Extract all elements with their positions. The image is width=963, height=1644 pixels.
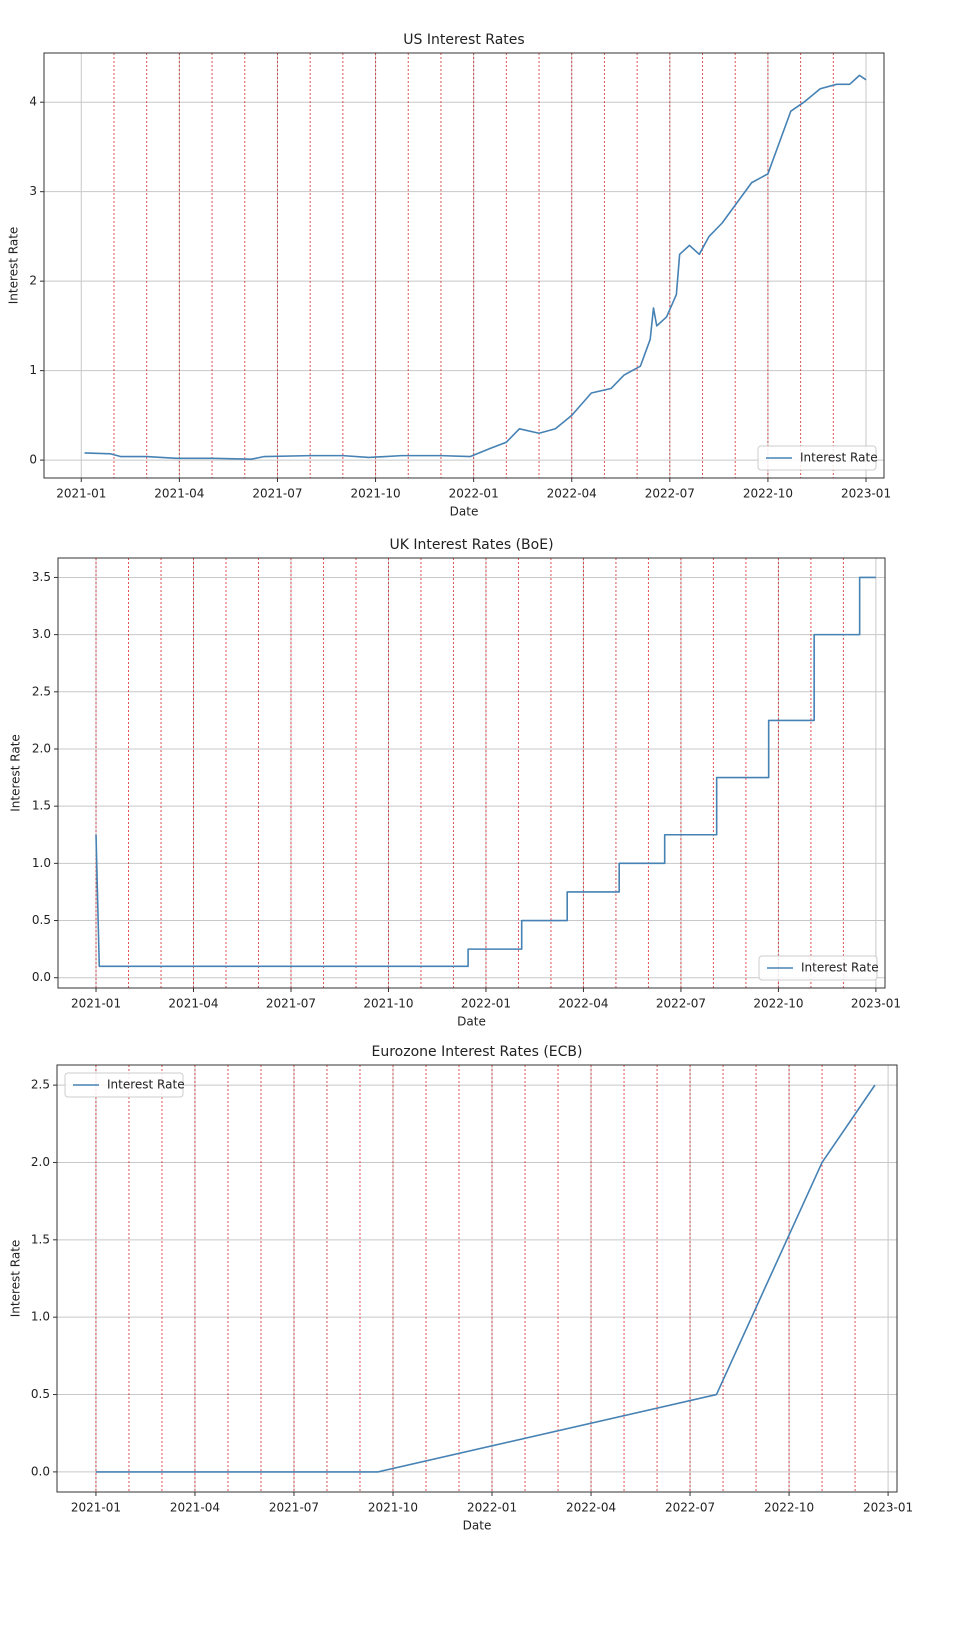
x-tick-label: 2022-01 [467,1501,517,1515]
legend-label: Interest Rate [801,961,879,975]
x-tick-label: 2021-10 [368,1501,418,1515]
legend-box [758,955,878,981]
x-tick-label: 2022-01 [461,997,511,1011]
x-tick-label: 2021-04 [170,1501,220,1515]
y-axis-label: Interest Rate [7,227,21,305]
plot-frame [56,1064,898,1493]
y-tick-label: 3 [29,184,37,198]
x-tick-label: 2021-07 [266,997,316,1011]
y-tick-label: 1.0 [31,1310,50,1324]
y-tick-label: 2.5 [31,1078,50,1092]
x-tick-label: 2023-01 [841,487,891,501]
series-line [95,576,876,968]
x-tick-label: 2023-01 [863,1501,913,1515]
x-tick-label: 2021-04 [168,997,218,1011]
x-axis-label: Date [463,1519,492,1533]
y-tick-label: 0.0 [32,970,51,984]
subplot: 0 1 2 3 4 2021-01 2021-04 2021-07 2021-10 2022-01… [7,32,892,519]
x-tick-label: 2021-01 [56,487,106,501]
legend-box [757,445,877,471]
x-tick-label: 2021-01 [71,1501,121,1515]
x-tick-label: 2022-10 [764,1501,814,1515]
x-tick-label: 2021-04 [154,487,204,501]
y-tick-label: 4 [29,95,37,109]
legend-label: Interest Rate [800,451,878,465]
x-axis-label: Date [457,1015,486,1029]
subplot: 0.0 0.5 1.0 1.5 2.0 2.5 2021-01 2021-04 2021-07 2… [9,1044,914,1533]
y-axis-label: Interest Rate [9,1240,23,1318]
x-tick-label: 2021-10 [363,997,413,1011]
x-tick-label: 2021-01 [71,997,121,1011]
y-tick-label: 0 [29,453,37,467]
legend: Interest Rate [758,955,879,981]
y-tick-label: 3.0 [32,627,51,641]
y-tick-label: 3.5 [32,570,51,584]
x-tick-label: 2022-04 [558,997,608,1011]
y-tick-label: 2.0 [31,1155,50,1169]
chart-title: UK Interest Rates (BoE) [389,537,553,553]
x-tick-label: 2022-10 [743,487,793,501]
y-tick-label: 1 [29,363,37,377]
y-tick-label: 0.5 [32,913,51,927]
legend-label: Interest Rate [107,1078,185,1092]
y-tick-label: 2 [29,274,37,288]
y-tick-label: 1.5 [32,799,51,813]
x-tick-label: 2022-01 [449,487,499,501]
y-tick-label: 0.5 [31,1387,50,1401]
subplot: 0.0 0.5 1.0 1.5 2.0 2.5 3.0 3.5 2021-01 2021-04 20… [9,537,901,1029]
x-tick-label: 2021-10 [350,487,400,501]
y-tick-label: 2.5 [32,684,51,698]
legend-box [64,1072,184,1098]
x-tick-label: 2021-07 [269,1501,319,1515]
x-tick-label: 2022-07 [645,487,695,501]
chart-title: Eurozone Interest Rates (ECB) [372,1044,583,1060]
series-line [84,74,867,461]
x-axis-label: Date [450,505,479,519]
x-tick-label: 2022-07 [665,1501,715,1515]
y-tick-label: 1.5 [31,1232,50,1246]
x-tick-label: 2022-04 [566,1501,616,1515]
legend: Interest Rate [757,445,878,471]
series-line [95,1084,876,1473]
y-tick-label: 2.0 [32,741,51,755]
chart-title: US Interest Rates [403,32,524,48]
x-tick-label: 2021-07 [252,487,302,501]
x-tick-label: 2022-04 [547,487,597,501]
y-axis-label: Interest Rate [9,734,23,812]
y-tick-label: 0.0 [31,1464,50,1478]
plot-frame [43,52,885,479]
legend: Interest Rate [64,1072,185,1098]
x-tick-label: 2022-07 [656,997,706,1011]
x-tick-label: 2022-10 [753,997,803,1011]
x-tick-label: 2023-01 [851,997,901,1011]
y-tick-label: 1.0 [32,856,51,870]
plot-frame [57,557,886,989]
